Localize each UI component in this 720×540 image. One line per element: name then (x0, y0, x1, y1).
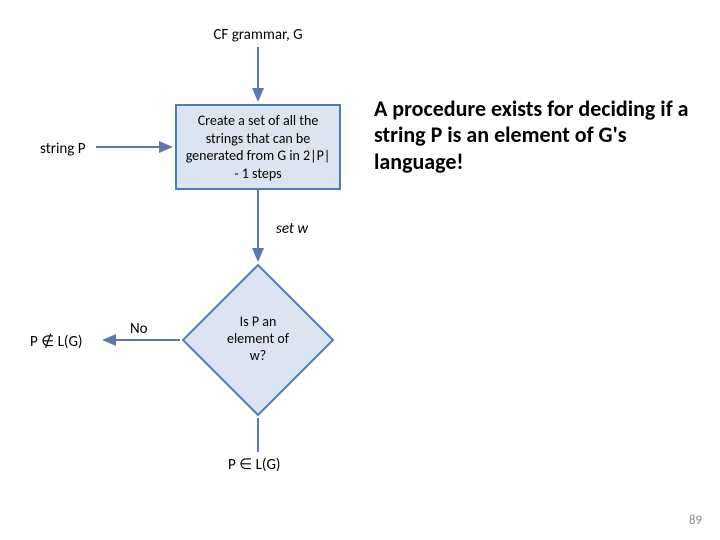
page-heading: A procedure exists for deciding if a str… (374, 96, 694, 175)
edge-label-no: No (130, 320, 148, 338)
process-node-text: Create a set of all the strings that can… (183, 112, 333, 182)
edge-label-set-w: set w (276, 220, 308, 238)
top-input-label: CF grammar, G (200, 26, 316, 44)
connectors-layer (0, 0, 720, 540)
result-in-label: P ∈ L(G) (228, 455, 280, 474)
edge-label-set-w-text: set w (276, 220, 308, 238)
process-node: Create a set of all the strings that can… (175, 104, 341, 190)
decision-node: Is P an element of w? (180, 262, 336, 418)
result-not-in-label: P ∉ L(G) (30, 332, 82, 351)
decision-node-text: Is P an element of w? (218, 314, 298, 364)
page-number: 89 (689, 513, 702, 528)
left-input-label: string P (40, 140, 85, 158)
